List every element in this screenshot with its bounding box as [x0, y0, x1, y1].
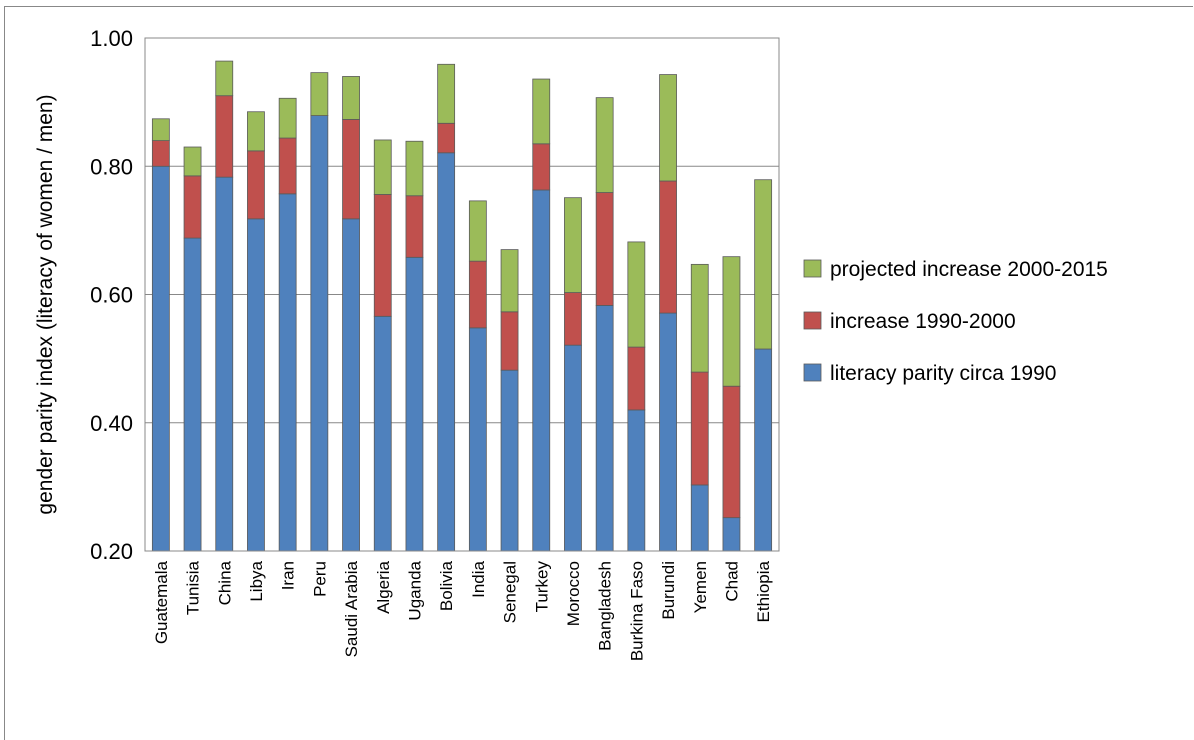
bar-segment-2 [310, 72, 329, 116]
chart-frame [4, 6, 1193, 740]
bar-segment-1 [690, 371, 709, 486]
bar-segment-2 [532, 78, 551, 145]
x-tick-label: India [469, 560, 488, 597]
x-tick-label: China [215, 560, 234, 605]
x-tick-label: Ethiopia [754, 560, 773, 622]
bar-segment-2 [342, 76, 360, 120]
x-tick-label: Senegal [501, 561, 520, 623]
x-tick-label: Bangladesh [596, 561, 615, 651]
bar-segment-2 [151, 118, 170, 142]
legend-swatch [803, 363, 822, 382]
bar-segment-1 [342, 119, 360, 220]
legend-swatch [803, 259, 822, 278]
bar-segment-1 [500, 311, 519, 371]
bar-segment-1 [564, 292, 582, 346]
bar-segment-2 [468, 200, 487, 262]
bar-segment-2 [564, 197, 582, 293]
x-tick-label: Saudi Arabia [342, 560, 361, 657]
x-tick-label: Burkina Faso [627, 561, 646, 661]
bar-segment-1 [437, 122, 456, 154]
x-tick-label: Guatemala [152, 560, 171, 644]
bar-segment-2 [659, 74, 677, 182]
x-tick-label: Libya [247, 560, 266, 601]
bar-segment-1 [151, 140, 170, 167]
bar-segment-2 [754, 179, 773, 350]
plot-area-border [144, 37, 780, 552]
bar-segment-2 [627, 241, 646, 348]
legend-swatch [803, 311, 822, 330]
bar-segment-0 [627, 409, 646, 552]
bar-segment-0 [500, 369, 519, 552]
bar-segment-2 [690, 263, 709, 373]
x-tick-label: Uganda [405, 560, 424, 620]
x-tick-label: Morocco [564, 561, 583, 626]
x-tick-label: Iran [279, 561, 298, 590]
bar-segment-2 [247, 111, 265, 152]
x-tick-labels: Guatemala Tunisia China Libya Iran Peru Saudi … [152, 560, 773, 661]
bar-segment-2 [437, 63, 456, 124]
y-tick-label: 1.00 [90, 26, 133, 51]
y-axis-title: gender parity index (literacy of women /… [34, 94, 57, 514]
bar-segment-0 [405, 256, 424, 552]
legend: projected increase 2000-2015 increase 199… [803, 258, 1108, 385]
bar-segment-0 [278, 193, 297, 552]
bar-segment-0 [690, 484, 709, 552]
bar-segment-1 [468, 260, 487, 329]
x-tick-label: Tunisia [184, 560, 203, 615]
bar-segment-0 [437, 152, 456, 552]
bar-segment-1 [405, 195, 424, 258]
bar-segment-2 [278, 97, 297, 139]
bar-segment-0 [595, 305, 614, 552]
bar-segment-0 [183, 237, 202, 552]
x-tick-label: Turkey [532, 561, 551, 613]
bar-segment-2 [215, 60, 234, 97]
x-tick-label: Algeria [374, 560, 393, 613]
legend-label: increase 1990-2000 [830, 310, 1016, 333]
y-tick-labels: 0.20 0.40 0.60 0.80 1.00 [90, 26, 133, 564]
bar-segment-1 [183, 175, 202, 239]
bar-segment-1 [247, 150, 265, 220]
bar-segment-1 [722, 385, 741, 519]
y-tick-label: 0.80 [90, 154, 133, 179]
bar-segment-1 [532, 143, 551, 191]
bar-segment-2 [500, 249, 519, 313]
bar-segment-0 [722, 517, 741, 552]
bars [151, 60, 773, 552]
bar-segment-0 [310, 115, 329, 552]
bar-segment-0 [754, 348, 773, 552]
bar-segment-1 [659, 180, 677, 314]
bar-segment-2 [722, 256, 741, 387]
bar-segment-0 [564, 344, 582, 552]
y-tick-label: 0.40 [90, 411, 133, 436]
y-tick-label: 0.20 [90, 539, 133, 564]
bar-segment-2 [405, 140, 424, 197]
bar-segment-1 [215, 95, 234, 178]
bar-segment-0 [659, 312, 677, 552]
bar-segment-0 [468, 327, 487, 552]
bar-segment-1 [595, 192, 614, 306]
bar-segment-1 [627, 346, 646, 411]
bar-segment-2 [183, 146, 202, 177]
bar-segment-1 [373, 194, 392, 317]
legend-label: projected increase 2000-2015 [830, 258, 1108, 281]
bar-segment-0 [532, 189, 551, 552]
bar-segment-2 [595, 97, 614, 193]
x-tick-label: Yemen [691, 561, 710, 613]
y-tick-label: 0.60 [90, 283, 133, 308]
x-tick-label: Burundi [659, 561, 678, 620]
x-tick-label: Peru [310, 561, 329, 597]
bar-segment-0 [247, 218, 265, 552]
bar-segment-0 [151, 165, 170, 552]
x-tick-label: Bolivia [437, 560, 456, 611]
legend-label: literacy parity circa 1990 [830, 362, 1056, 385]
bar-segment-0 [373, 315, 392, 552]
gridlines [145, 37, 779, 552]
bar-segment-1 [278, 137, 297, 195]
bar-segment-2 [373, 139, 392, 195]
bar-segment-0 [215, 176, 234, 552]
x-tick-label: Chad [722, 561, 741, 602]
bar-segment-0 [342, 218, 360, 552]
